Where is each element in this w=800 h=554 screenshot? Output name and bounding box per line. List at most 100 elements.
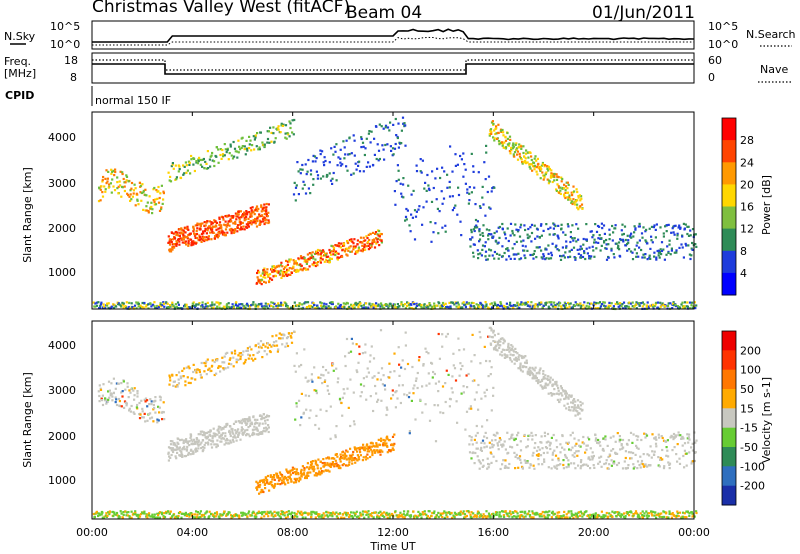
data-cell bbox=[331, 461, 334, 464]
data-cell bbox=[334, 150, 337, 153]
data-cell bbox=[677, 226, 680, 229]
data-cell bbox=[501, 227, 504, 230]
data-cell bbox=[283, 266, 287, 269]
data-cell bbox=[488, 229, 491, 232]
data-cell bbox=[542, 386, 545, 389]
data-cell bbox=[332, 253, 335, 256]
data-cell bbox=[218, 216, 221, 219]
data-cell bbox=[263, 427, 266, 430]
data-cell bbox=[220, 226, 223, 229]
data-cell bbox=[489, 373, 492, 376]
data-cell bbox=[117, 302, 120, 305]
data-cell bbox=[233, 230, 236, 234]
data-cell bbox=[150, 416, 154, 419]
data-cell bbox=[179, 454, 182, 457]
data-cell bbox=[141, 305, 144, 309]
data-cell bbox=[598, 225, 601, 228]
data-cell bbox=[612, 231, 615, 234]
data-cell bbox=[106, 400, 109, 403]
data-cell bbox=[365, 447, 368, 450]
data-cell bbox=[531, 438, 534, 441]
data-cell bbox=[361, 248, 364, 251]
data-cell bbox=[147, 209, 150, 213]
data-cell bbox=[186, 440, 189, 443]
data-cell bbox=[590, 255, 593, 258]
data-cell bbox=[532, 257, 535, 260]
data-cell bbox=[586, 301, 589, 305]
data-cell bbox=[512, 437, 515, 440]
data-cell bbox=[473, 398, 476, 401]
data-cell bbox=[187, 365, 190, 368]
data-cell bbox=[565, 181, 568, 184]
data-cell bbox=[402, 177, 405, 180]
data-cell bbox=[217, 234, 220, 238]
data-cell bbox=[226, 439, 229, 442]
data-cell bbox=[113, 174, 116, 177]
data-cell bbox=[472, 302, 475, 305]
data-cell bbox=[672, 438, 675, 441]
data-cell bbox=[313, 155, 317, 158]
data-cell bbox=[213, 160, 216, 163]
data-cell bbox=[260, 205, 263, 209]
data-cell bbox=[620, 444, 623, 447]
data-cell bbox=[339, 164, 342, 167]
data-cell bbox=[492, 122, 495, 126]
data-cell bbox=[673, 251, 676, 254]
data-cell bbox=[574, 257, 577, 260]
data-cell bbox=[101, 394, 104, 397]
data-cell bbox=[533, 168, 536, 171]
data-cell bbox=[247, 433, 250, 436]
data-cell bbox=[534, 366, 537, 369]
data-cell bbox=[509, 234, 512, 237]
data-cell bbox=[474, 218, 478, 222]
data-cell bbox=[367, 132, 370, 135]
data-cell bbox=[214, 433, 217, 436]
data-cell bbox=[133, 304, 137, 307]
data-cell bbox=[229, 357, 232, 360]
data-cell bbox=[657, 254, 660, 257]
data-cell bbox=[537, 453, 540, 456]
data-cell bbox=[489, 128, 493, 131]
data-cell bbox=[367, 161, 370, 164]
freq-panel-frame bbox=[91, 52, 695, 84]
data-cell bbox=[415, 377, 418, 380]
data-cell bbox=[547, 466, 550, 469]
data-cell bbox=[555, 380, 558, 383]
data-cell bbox=[199, 515, 202, 519]
data-cell bbox=[319, 261, 322, 264]
data-cell bbox=[531, 373, 535, 376]
data-cell bbox=[646, 242, 649, 245]
data-cell bbox=[399, 182, 402, 185]
data-cell bbox=[540, 441, 543, 444]
data-cell bbox=[481, 425, 484, 428]
data-cell bbox=[185, 448, 189, 451]
data-cell bbox=[241, 433, 245, 436]
data-cell bbox=[191, 440, 194, 443]
data-cell bbox=[569, 240, 572, 244]
data-cell bbox=[478, 205, 482, 208]
data-cell bbox=[631, 251, 634, 254]
data-cell bbox=[261, 479, 264, 482]
data-cell bbox=[327, 456, 330, 459]
data-cell bbox=[528, 466, 531, 469]
data-cell bbox=[591, 236, 594, 239]
data-cell bbox=[251, 144, 254, 147]
data-cell bbox=[330, 302, 333, 306]
data-cell bbox=[258, 303, 261, 306]
data-cell bbox=[560, 255, 563, 258]
data-cell bbox=[516, 434, 519, 437]
data-cell bbox=[578, 206, 581, 209]
data-cell bbox=[228, 152, 231, 155]
data-cell bbox=[351, 462, 354, 465]
data-cell bbox=[425, 384, 428, 387]
data-cell bbox=[662, 467, 666, 470]
data-cell bbox=[557, 464, 560, 467]
data-cell bbox=[615, 242, 618, 245]
data-cell bbox=[649, 247, 652, 250]
data-cell bbox=[295, 352, 298, 355]
data-cell bbox=[99, 199, 102, 202]
data-cell bbox=[591, 458, 594, 461]
data-cell bbox=[288, 260, 291, 263]
data-cell bbox=[224, 148, 227, 151]
data-cell bbox=[257, 305, 260, 308]
